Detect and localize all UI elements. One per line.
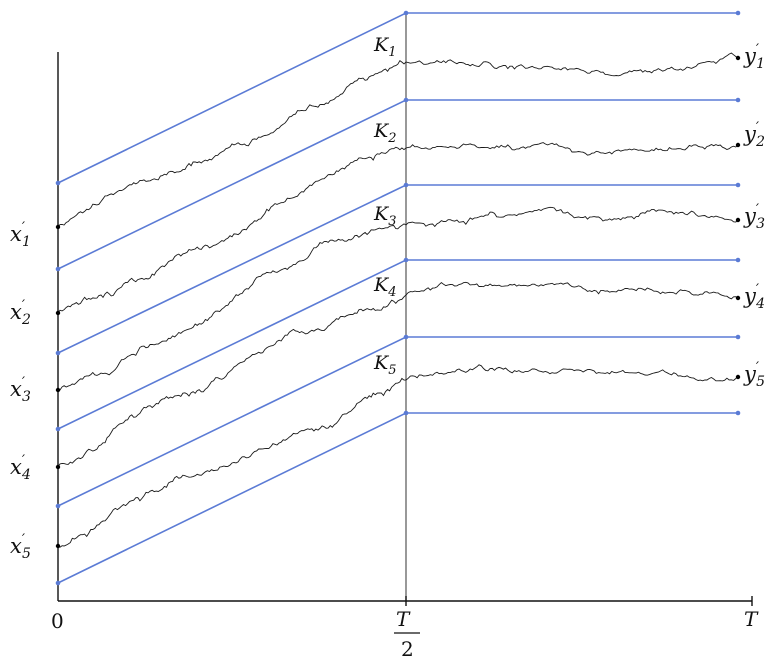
start-point-2 [55, 310, 61, 316]
start-point-1 [55, 224, 61, 230]
barrier-line-1 [57, 12, 738, 184]
bridge-paths [57, 52, 739, 548]
bridge-path-5 [57, 364, 739, 548]
mid-label-2: K2 [373, 120, 396, 146]
end-label-4: y′ 4 [743, 282, 765, 312]
barrier-node-4-1 [55, 426, 61, 432]
start-label-4: x′ 4 [10, 453, 31, 483]
barrier-node-1-3 [735, 10, 741, 16]
barrier-node-4-2 [403, 257, 409, 263]
end-label-2: y′ 2 [743, 120, 765, 150]
barrier-node-1-1 [55, 180, 61, 186]
start-label-2: x′ 2 [10, 298, 31, 328]
mid-denominator-label: 2 [401, 637, 414, 661]
barrier-node-6-2 [403, 410, 409, 416]
bridge-path-3 [57, 206, 739, 391]
mid-label-5: K5 [373, 352, 396, 378]
barrier-line-6 [57, 412, 738, 584]
mid-label-1: K1 [373, 34, 396, 60]
barrier-node-2-1 [55, 266, 61, 272]
end-point-5 [735, 374, 741, 380]
start-point-4 [55, 464, 61, 470]
end-label-5: y′ 5 [743, 360, 765, 390]
origin-label: 0 [51, 609, 64, 633]
bridge-path-2 [57, 142, 739, 314]
path-markers [55, 55, 741, 549]
end-point-3 [735, 217, 741, 223]
barrier-line-4 [57, 259, 738, 430]
barrier-node-1-2 [403, 10, 409, 16]
end-label: T [744, 607, 759, 631]
mid-label-3: K3 [373, 203, 396, 229]
barrier-node-3-3 [735, 182, 741, 188]
mid-numerator-label: T [396, 607, 411, 631]
start-point-3 [55, 387, 61, 393]
start-point-5 [55, 543, 61, 549]
end-point-4 [735, 295, 741, 301]
barrier-node-3-1 [55, 350, 61, 356]
start-label-3: x′ 3 [10, 375, 31, 405]
start-label-5: x′ 5 [10, 532, 31, 562]
bridge-path-1 [57, 52, 739, 228]
barrier-node-5-1 [55, 503, 61, 509]
barrier-node-4-3 [735, 257, 741, 263]
mid-label-4: K4 [373, 274, 396, 300]
end-label-1: y′ 1 [743, 42, 765, 72]
barrier-node-5-2 [403, 334, 409, 340]
start-label-1: x′ 1 [10, 220, 31, 250]
end-point-2 [735, 142, 741, 148]
barrier-node-6-3 [735, 410, 741, 416]
barrier-node-2-2 [403, 97, 409, 103]
barrier-line-5 [57, 336, 738, 507]
barrier-node-6-1 [55, 580, 61, 586]
bridge-path-4 [57, 281, 739, 468]
barrier-node-3-2 [403, 182, 409, 188]
barrier-node-2-3 [735, 97, 741, 103]
end-label-3: y′ 3 [743, 202, 765, 232]
upper-barriers [55, 10, 741, 586]
end-point-1 [735, 55, 741, 61]
barrier-node-5-3 [735, 334, 741, 340]
barrier-line-3 [57, 184, 738, 354]
